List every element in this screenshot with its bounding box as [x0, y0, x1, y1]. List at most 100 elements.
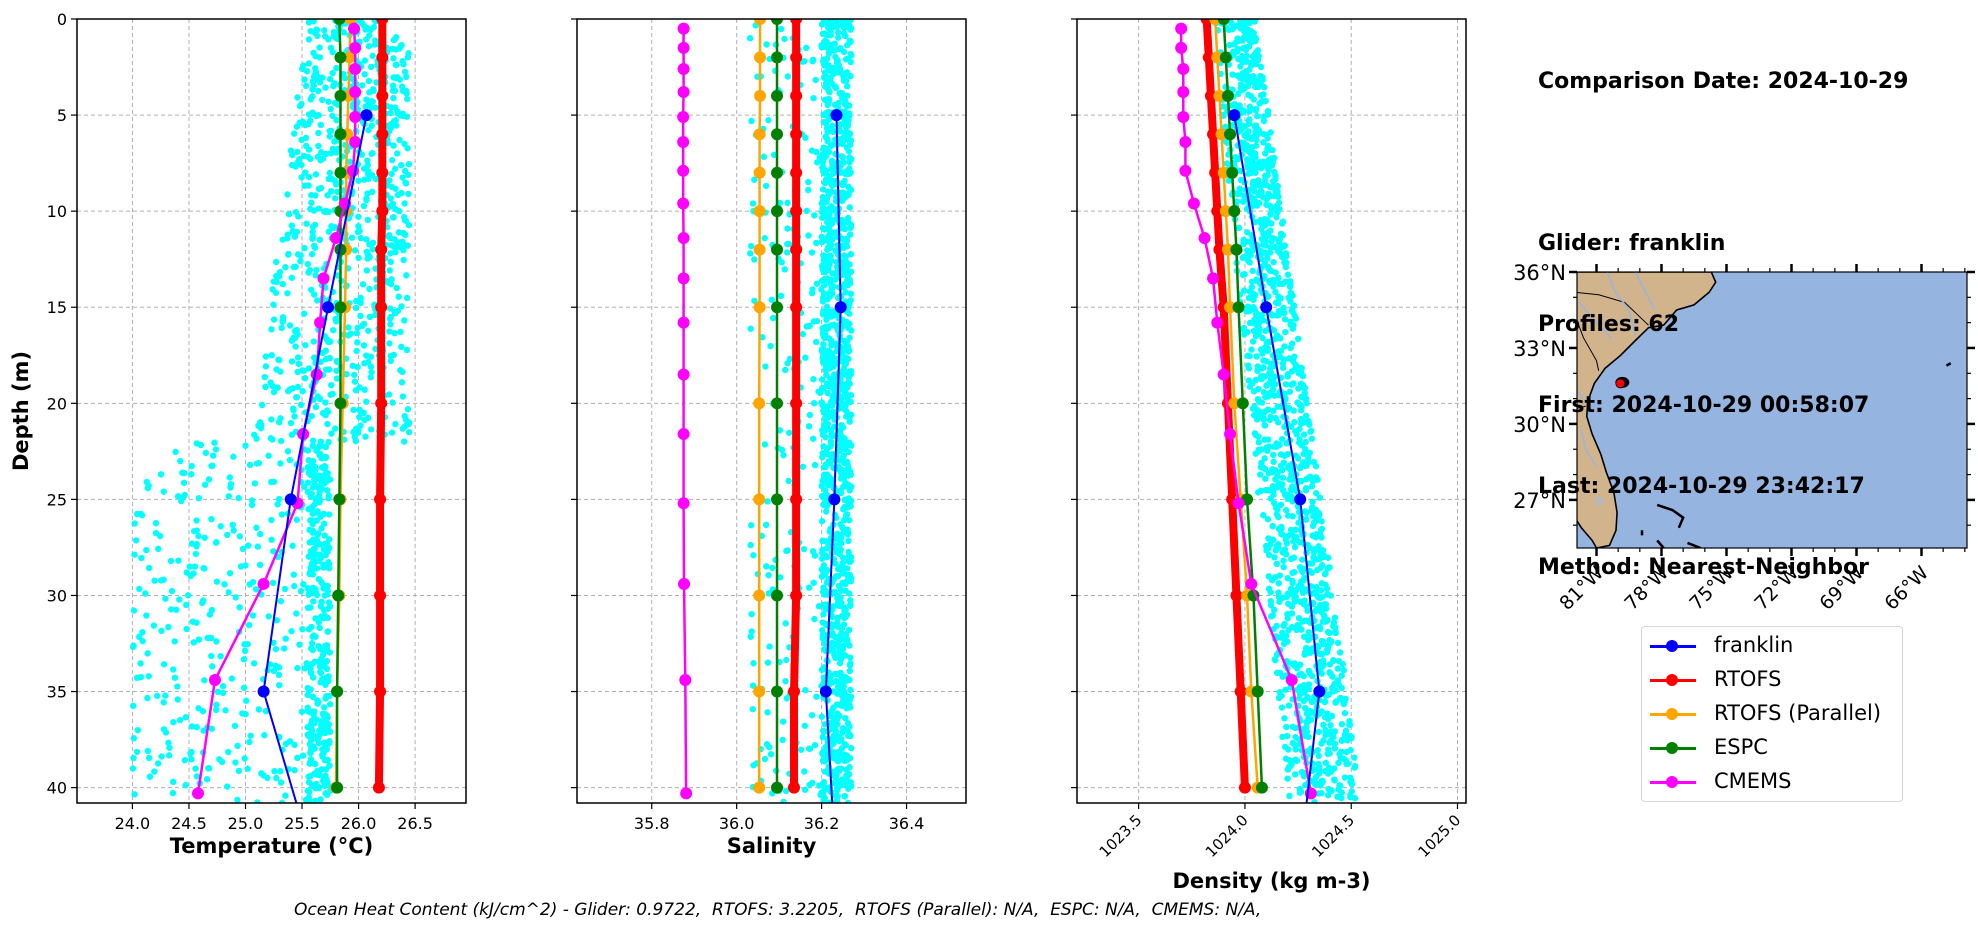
glider-point: [1292, 427, 1299, 435]
glider-point: [1293, 757, 1301, 764]
glider-point: [1269, 487, 1277, 494]
glider-point: [387, 104, 395, 111]
glider-point: [324, 542, 331, 549]
glider-point: [201, 534, 208, 541]
glider-point: [762, 182, 770, 190]
data-point: [208, 674, 221, 687]
glider-point: [1264, 345, 1272, 352]
glider-point: [1347, 746, 1354, 754]
glider-point: [1275, 513, 1282, 521]
glider-point: [1260, 464, 1267, 472]
glider-point: [394, 150, 401, 157]
glider-point: [840, 48, 848, 56]
glider-point: [251, 431, 258, 438]
glider-point: [401, 167, 409, 175]
glider-point: [1327, 639, 1334, 647]
glider-point: [261, 373, 268, 381]
data-point: [1202, 51, 1215, 64]
data-point: [1187, 197, 1200, 210]
x-tick-label: 1023.5: [1096, 811, 1146, 861]
legend-item-franklin: franklin: [1642, 631, 1902, 661]
glider-point: [298, 100, 305, 108]
glider-point: [747, 250, 754, 257]
glider-point: [310, 674, 317, 681]
glider-point: [186, 563, 194, 570]
glider-point: [326, 169, 334, 177]
glider-point: [761, 234, 768, 242]
glider-point: [820, 345, 827, 353]
glider-point: [1278, 531, 1286, 538]
glider-point: [292, 208, 300, 216]
data-point: [1234, 685, 1247, 698]
data-point: [1207, 272, 1220, 285]
island-bermuda: [1945, 362, 1952, 367]
glider-point: [1272, 657, 1279, 664]
glider-point: [313, 266, 320, 274]
legend-marker: [1666, 640, 1678, 652]
glider-point: [1308, 483, 1316, 490]
glider-point: [1330, 656, 1337, 664]
glider-point: [333, 181, 340, 188]
glider-point: [403, 87, 410, 95]
glider-point: [1303, 509, 1310, 517]
glider-point: [146, 773, 154, 780]
glider-point: [268, 536, 275, 543]
glider-point: [1264, 250, 1271, 258]
glider-point: [1243, 52, 1250, 60]
glider-point: [348, 234, 356, 241]
glider-point: [1317, 526, 1325, 534]
glider-point: [827, 74, 834, 82]
glider-point: [367, 63, 375, 71]
glider-point: [1229, 25, 1236, 33]
data-point: [1294, 493, 1307, 506]
glider-point: [1250, 327, 1258, 335]
glider-point: [309, 589, 316, 597]
glider-point: [1306, 560, 1314, 567]
glider-point: [298, 161, 305, 169]
lat-tick-label: 30°N: [1513, 413, 1566, 437]
glider-point: [822, 621, 830, 629]
glider-point: [1257, 471, 1264, 478]
glider-point: [388, 45, 396, 53]
glider-point: [355, 213, 362, 220]
glider-point: [1300, 431, 1308, 438]
glider-point: [165, 752, 173, 759]
glider-point: [274, 384, 281, 391]
glider-point: [268, 326, 275, 333]
glider-point: [1223, 160, 1231, 167]
glider-point: [1296, 785, 1303, 793]
glider-point: [1351, 764, 1358, 771]
y-tick-label: 40: [47, 779, 67, 798]
glider-point: [846, 517, 853, 524]
data-point: [329, 232, 342, 245]
x-tick-label: 25.0: [228, 814, 264, 833]
glider-point: [1297, 415, 1305, 423]
glider-point: [388, 156, 396, 164]
glider-point: [829, 705, 837, 712]
glider-point: [350, 406, 357, 414]
glider-point: [823, 553, 831, 561]
glider-point: [282, 264, 289, 271]
glider-point: [322, 552, 329, 559]
glider-point: [362, 433, 369, 440]
glider-point: [297, 401, 305, 408]
glider-point: [750, 552, 757, 559]
glider-point: [304, 704, 311, 711]
glider-point: [1314, 593, 1322, 601]
glider-point: [324, 469, 331, 477]
glider-point: [326, 366, 333, 373]
glider-point: [269, 579, 277, 587]
data-point: [1236, 397, 1249, 410]
glider-point: [310, 483, 317, 490]
glider-point: [748, 628, 755, 635]
glider-point: [311, 509, 318, 517]
glider-point: [304, 787, 311, 794]
glider-point: [1276, 205, 1283, 213]
glider-point: [846, 380, 853, 387]
glider-point: [230, 527, 237, 534]
glider-point: [309, 437, 317, 444]
glider-point: [153, 692, 161, 700]
glider-point: [240, 656, 248, 663]
glider-point: [281, 645, 288, 652]
glider-point: [212, 446, 220, 453]
